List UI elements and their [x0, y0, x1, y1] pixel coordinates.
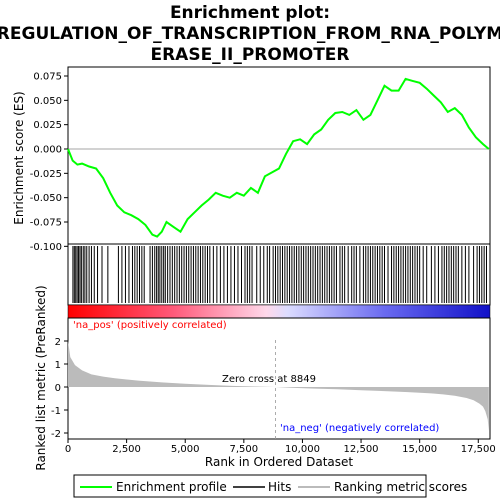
es-y-tick-label: -0.050 [30, 193, 62, 204]
na-pos-label: 'na_pos' (positively correlated) [73, 320, 227, 331]
hits-group [72, 246, 487, 303]
es-y-ticks: 0.075 0.050 0.025 0.000 -0.025 -0.050 -0.075 -0… [30, 72, 68, 253]
es-y-tick-label: -0.100 [30, 242, 62, 253]
x-tick-label: 12,500 [344, 444, 379, 455]
x-tick-label: 2,500 [112, 444, 141, 455]
enrichment-profile-line [67, 77, 490, 238]
es-y-axis-label: Enrichment score (ES) [12, 91, 26, 224]
legend-box [73, 474, 427, 498]
legend-hits-label: Hits [268, 480, 291, 494]
x-tick-label: 0 [65, 444, 71, 455]
es-plot-frame [67, 66, 491, 245]
x-axis-label: Rank in Ordered Dataset [205, 455, 353, 469]
ranking-color-bar [67, 304, 491, 319]
metric-y-axis-label: Ranked list metric (PreRanked) [34, 285, 48, 470]
metric-y-tick-label: 2 [55, 337, 61, 348]
es-y-tick-label: -0.025 [30, 169, 62, 180]
metric-y-tick-label: -2 [51, 429, 61, 440]
x-tick-label: 7,500 [230, 444, 259, 455]
es-y-tick-label: 0.075 [33, 72, 62, 83]
x-tick-label: 15,000 [402, 444, 437, 455]
legend-metric-label: Ranking metric scores [334, 480, 467, 494]
metric-y-ticks: 2 1 0 -1 -2 [51, 337, 68, 440]
chart-title-line-2: REGULATION_OF_TRANSCRIPTION_FROM_RNA_POL… [0, 24, 500, 44]
metric-y-tick-label: -1 [51, 406, 61, 417]
es-y-tick-label: 0.050 [33, 96, 62, 107]
metric-y-tick-label: 1 [55, 360, 61, 371]
metric-plot-frame [67, 317, 491, 440]
x-tick-label: 5,000 [171, 444, 200, 455]
legend-enrichment-label: Enrichment profile [116, 480, 227, 494]
x-tick-label: 17,500 [461, 444, 496, 455]
metric-x-ticks: 0 2,500 5,000 7,500 10,000 12,500 15,000 17,500 [65, 439, 496, 455]
metric-y-tick-label: 0 [55, 383, 61, 394]
x-tick-label: 10,000 [285, 444, 320, 455]
na-neg-label: 'na_neg' (negatively correlated) [280, 423, 439, 434]
chart-title-line-3: ERASE_II_PROMOTER [150, 45, 349, 65]
es-y-tick-label: 0.000 [33, 145, 62, 156]
es-y-tick-label: 0.025 [33, 120, 62, 131]
ranking-metric-area [68, 341, 489, 431]
es-y-tick-label: -0.075 [30, 218, 62, 229]
chart-title-line-1: Enrichment plot: [170, 3, 330, 23]
zero-cross-label: Zero cross at 8849 [222, 374, 316, 385]
